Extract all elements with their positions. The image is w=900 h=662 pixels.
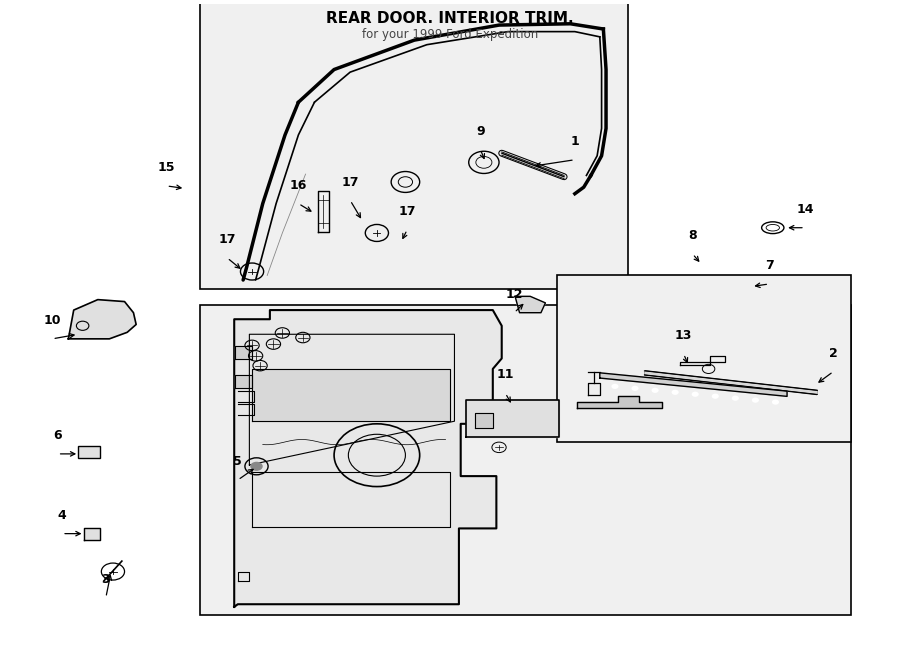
Text: 10: 10 — [43, 314, 61, 327]
Text: for your 1999 Ford Expedition: for your 1999 Ford Expedition — [362, 28, 538, 40]
Circle shape — [752, 397, 759, 402]
Polygon shape — [252, 369, 450, 421]
Text: 3: 3 — [102, 573, 110, 586]
Polygon shape — [234, 310, 501, 607]
Text: 15: 15 — [158, 161, 176, 174]
Circle shape — [632, 386, 639, 391]
Text: 6: 6 — [53, 429, 62, 442]
Circle shape — [611, 384, 618, 389]
Text: REAR DOOR. INTERIOR TRIM.: REAR DOOR. INTERIOR TRIM. — [326, 11, 574, 26]
Text: 13: 13 — [675, 329, 692, 342]
Circle shape — [691, 392, 698, 397]
Text: 16: 16 — [290, 179, 307, 192]
Text: 7: 7 — [765, 259, 774, 272]
Text: 9: 9 — [476, 124, 484, 138]
Polygon shape — [599, 373, 787, 397]
Text: 17: 17 — [219, 233, 236, 246]
Text: 14: 14 — [796, 203, 814, 216]
Circle shape — [772, 399, 779, 404]
Text: 2: 2 — [829, 347, 838, 359]
Polygon shape — [515, 297, 545, 312]
Text: 4: 4 — [58, 509, 67, 522]
Circle shape — [250, 461, 263, 471]
Text: 8: 8 — [688, 229, 697, 242]
Circle shape — [671, 390, 679, 395]
Text: 11: 11 — [497, 368, 514, 381]
Polygon shape — [475, 412, 493, 428]
Polygon shape — [85, 528, 101, 540]
Circle shape — [732, 396, 739, 401]
Text: 5: 5 — [233, 455, 242, 468]
Polygon shape — [235, 375, 252, 388]
Text: 17: 17 — [399, 205, 416, 218]
Circle shape — [712, 394, 719, 399]
Text: 17: 17 — [341, 175, 359, 189]
Bar — [201, 305, 851, 616]
Polygon shape — [577, 397, 662, 408]
Bar — [201, 1, 628, 289]
Bar — [78, 446, 101, 458]
Polygon shape — [68, 300, 136, 339]
Polygon shape — [466, 400, 559, 437]
Text: 1: 1 — [571, 135, 580, 148]
Circle shape — [652, 388, 659, 393]
Bar — [557, 275, 851, 442]
Text: 12: 12 — [506, 288, 523, 301]
Polygon shape — [235, 346, 252, 359]
